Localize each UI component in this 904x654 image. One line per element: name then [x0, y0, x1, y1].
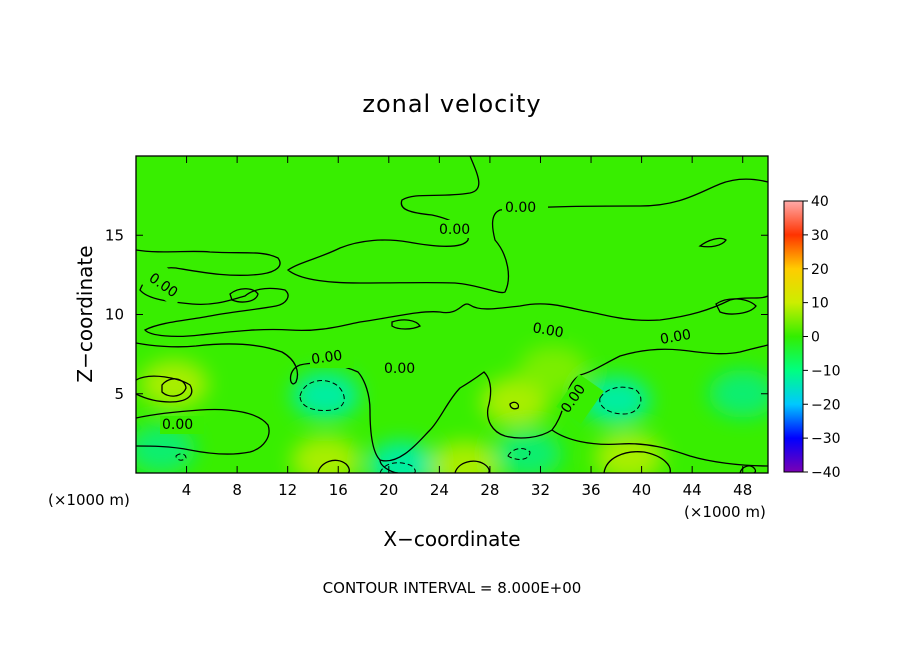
- colorbar-tick-label: −30: [811, 431, 841, 447]
- field-blob: [493, 429, 562, 473]
- contour-interval-note: CONTOUR INTERVAL = 8.000E+00: [323, 579, 582, 597]
- colorbar-tick-label: 40: [811, 194, 829, 210]
- colorbar-ticks: 40 30 20 10 0 −10 −20 −30 −40: [803, 194, 841, 481]
- x-tick-label: 28: [480, 481, 499, 499]
- chart-title: zonal velocity: [362, 90, 541, 118]
- frame-ticks: [136, 156, 768, 473]
- contour-label: 0.00: [439, 222, 470, 238]
- contour-label: 0.00: [531, 320, 564, 341]
- x-tick-label: 8: [232, 481, 242, 499]
- contour-line: [229, 288, 259, 303]
- contour-label: 0.00: [505, 200, 536, 216]
- colorbar: 40 30 20 10 0 −10 −20 −30 −40: [783, 194, 841, 481]
- plot-area: 0.00 0.00 0.00 0.00 0.00 0.00 0.00 0.00 …: [135, 155, 769, 474]
- contour-line: [454, 460, 490, 473]
- y-tick-labels: 5 10 15: [105, 226, 124, 403]
- contour-line: [317, 459, 350, 473]
- field-blob: [430, 441, 499, 473]
- contour-lines: [136, 156, 768, 473]
- contour-line: [509, 401, 520, 410]
- field-blob: [519, 345, 588, 394]
- field-blob: [139, 360, 208, 409]
- contour-line: [603, 451, 671, 473]
- x-axis-label: X−coordinate: [383, 527, 520, 551]
- contour-line: [599, 386, 642, 415]
- field-blob: [594, 433, 663, 473]
- x-tick-label: 48: [733, 481, 752, 499]
- x-tick-label: 32: [531, 481, 550, 499]
- contour-line: [507, 448, 531, 460]
- contour-labels: 0.00 0.00 0.00 0.00 0.00 0.00 0.00 0.00 …: [141, 198, 702, 434]
- plot-background: [136, 156, 768, 473]
- contour-line: [136, 408, 270, 455]
- colorbar-tick-label: 20: [811, 262, 829, 278]
- x-tick-label: 40: [632, 481, 651, 499]
- contour-line: [698, 237, 727, 248]
- y-tick-label: 5: [114, 385, 124, 403]
- field-blob: [136, 425, 196, 473]
- contour-line: [286, 156, 768, 294]
- y-axis-label: Z−coordinate: [73, 245, 97, 382]
- contour-line: [551, 429, 768, 467]
- field-blob: [481, 377, 550, 426]
- contour-label: 0.00: [659, 327, 692, 348]
- contour-line: [379, 462, 416, 473]
- field-blob: [291, 371, 360, 420]
- field-blobs: [136, 345, 768, 473]
- x-unit-right: (×1000 m): [684, 503, 766, 521]
- contour-line: [715, 298, 757, 315]
- field-blob: [291, 436, 360, 473]
- colorbar-tick-label: −20: [811, 397, 841, 413]
- x-tick-label: 44: [683, 481, 702, 499]
- contour-label: 0.00: [162, 417, 193, 433]
- field-blob: [708, 369, 768, 418]
- contour-line: [391, 319, 421, 330]
- colorbar-tick-label: 0: [811, 330, 820, 346]
- contour-line: [136, 249, 768, 337]
- contour-line: [136, 375, 193, 403]
- x-tick-label: 20: [379, 481, 398, 499]
- colorbar-tick-label: −40: [811, 465, 841, 481]
- x-tick-label: 36: [581, 481, 600, 499]
- y-tick-label: 15: [105, 226, 124, 244]
- colorbar-tick-label: 30: [811, 228, 829, 244]
- contour-line: [136, 342, 768, 462]
- colorbar-tick-label: −10: [811, 363, 841, 379]
- colorbar-tick-label: 10: [811, 296, 829, 312]
- y-tick-label: 10: [105, 306, 124, 324]
- negative-contours: [175, 380, 642, 473]
- x-tick-label: 24: [430, 481, 449, 499]
- contour-label: 0.00: [310, 348, 343, 368]
- x-tick-label: 12: [278, 481, 297, 499]
- contour-line: [175, 453, 187, 461]
- x-tick-labels: 4 8 12 16 20 24 28 32 36 40 44 48: [182, 481, 752, 499]
- contour-label: 0.00: [384, 361, 415, 377]
- contour-line: [161, 378, 187, 397]
- field-blob: [367, 441, 436, 473]
- colorbar-ramp: [784, 201, 803, 472]
- x-unit-left: (×1000 m): [48, 491, 130, 509]
- x-tick-label: 4: [182, 481, 192, 499]
- x-tick-label: 16: [329, 481, 348, 499]
